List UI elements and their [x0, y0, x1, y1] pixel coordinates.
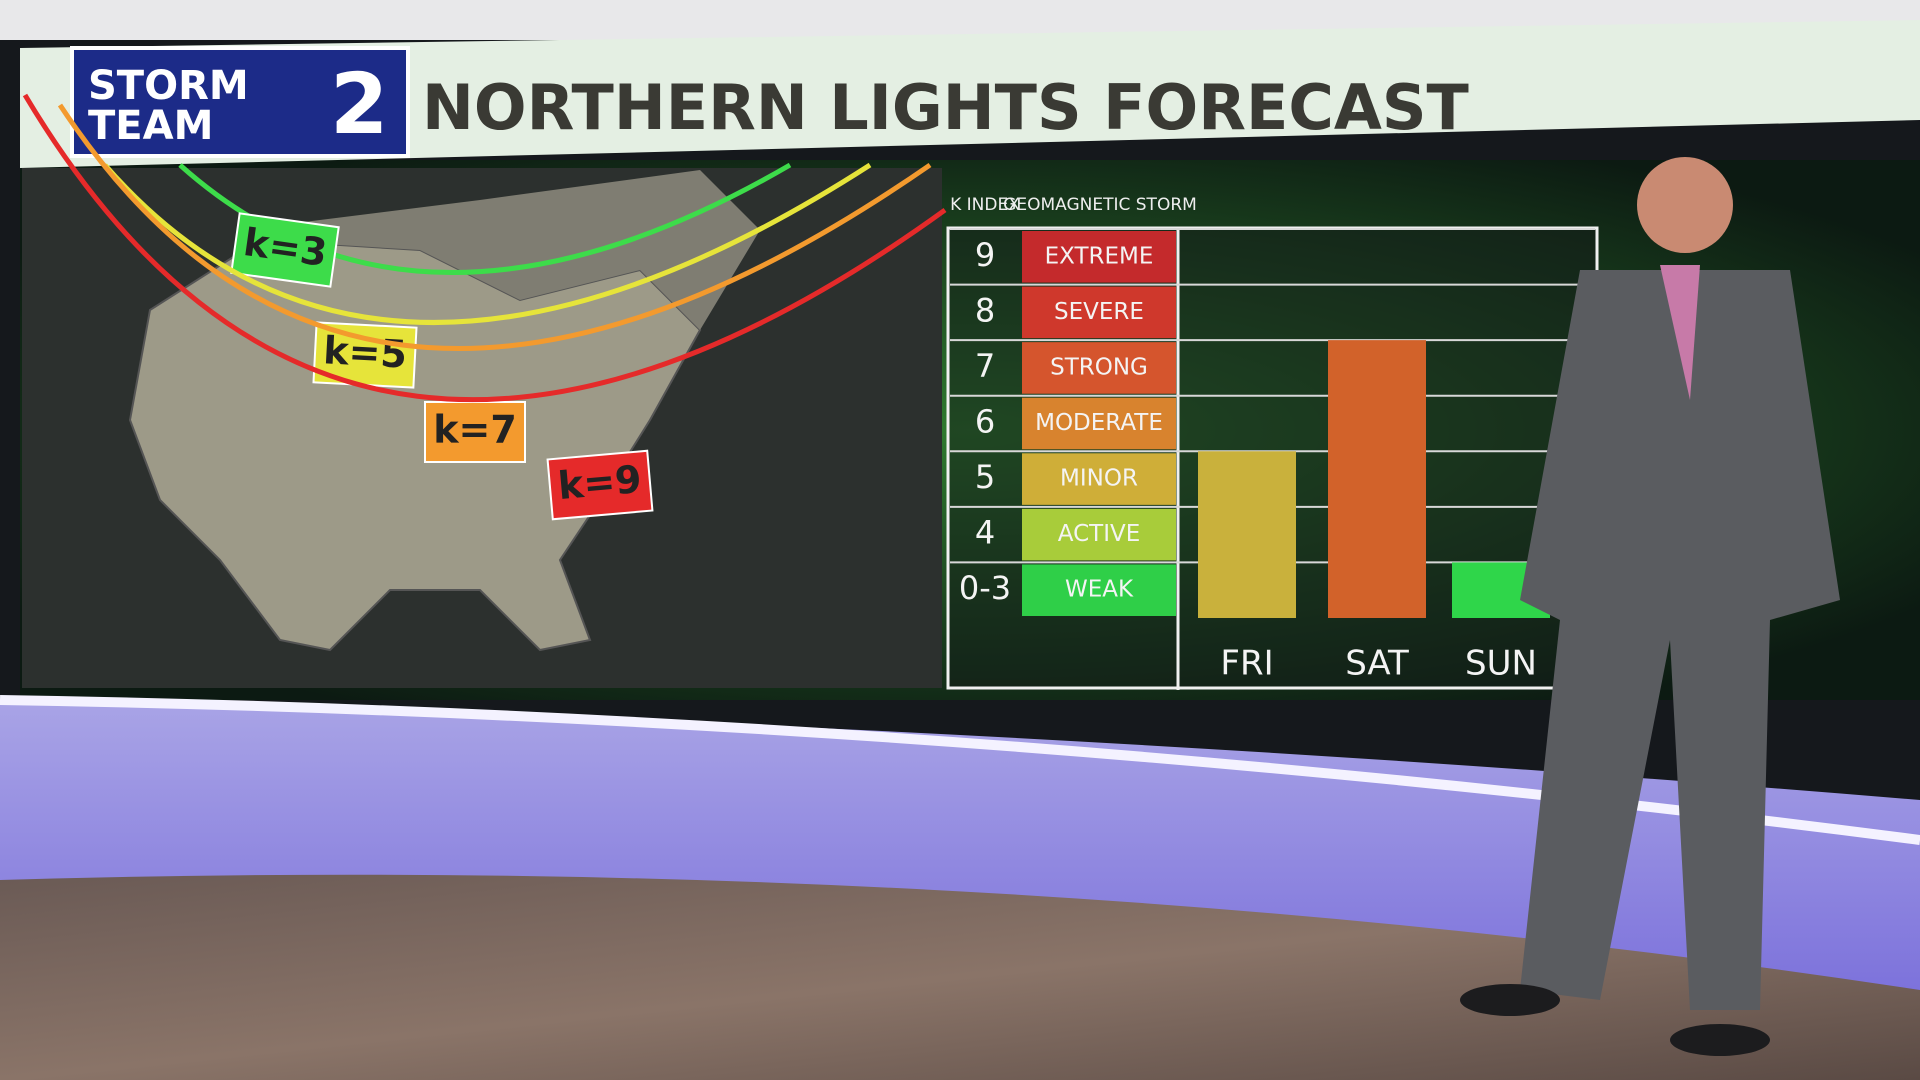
arc-label-box: [546, 449, 654, 521]
logo-text: TEAM: [88, 103, 213, 149]
x-tick-label: FRI: [1220, 644, 1273, 684]
aurora-arc: [103, 162, 872, 325]
storm-level-cell: [1022, 564, 1176, 616]
y-tick-label: 4: [975, 514, 995, 552]
storm-level: ACTIVE: [1058, 521, 1141, 547]
arc-label: k=3: [230, 212, 340, 288]
y-tick-label: 0-3: [959, 569, 1011, 607]
arc-label: k=5: [312, 321, 418, 389]
logo-text: STORM: [88, 63, 249, 109]
storm-level-cell: [1022, 231, 1176, 283]
y-tick-label: 8: [975, 291, 995, 329]
y-tick-label: 7: [975, 347, 995, 385]
storm-level-cell: [1022, 286, 1176, 339]
storm-level: STRONG: [1050, 354, 1148, 380]
column-header: K INDEX: [950, 195, 1020, 215]
storm-level-cell: [1022, 453, 1176, 505]
y-tick-label: 9: [975, 236, 995, 274]
y-tick-label: 6: [975, 403, 995, 441]
arc-label-text: k=7: [433, 408, 517, 452]
aurora-arc: [57, 103, 932, 352]
floor: [0, 874, 1920, 1080]
aurora-arc: [22, 93, 947, 402]
logo-number: 2: [330, 55, 388, 153]
column-header: GEOMAGNETIC STORM: [1003, 195, 1197, 215]
storm-level-cell: [1022, 397, 1176, 450]
bar: [1198, 451, 1296, 618]
presenter: [1460, 157, 1840, 1056]
storm-level: MODERATE: [1035, 410, 1163, 436]
x-tick-label: SAT: [1345, 644, 1409, 684]
storm-level: SEVERE: [1054, 299, 1144, 325]
storm-level: WEAK: [1065, 577, 1134, 603]
storm-level-cell: [1022, 508, 1176, 561]
arc-label: k=7: [424, 401, 526, 463]
storm-level-cell: [1022, 342, 1176, 394]
y-tick-label: 5: [975, 458, 995, 496]
arc-label-box: [230, 212, 340, 288]
storm-level: MINOR: [1060, 466, 1138, 492]
logo-box: [70, 46, 410, 158]
x-tick-label: SUN: [1465, 644, 1537, 684]
arc-label-box: [424, 401, 526, 463]
header-strip: [20, 20, 1920, 168]
arc-label: k=9: [546, 449, 654, 521]
header-title: NORTHERN LIGHTS FORECAST: [422, 71, 1469, 144]
bar: [1328, 340, 1426, 618]
land: [240, 170, 760, 330]
arc-label-text: k=9: [556, 457, 643, 508]
map-arcs: k=3 k=5 k=7 k=9: [22, 93, 947, 521]
arc-label-text: k=5: [322, 328, 408, 376]
storm-level: EXTREME: [1045, 243, 1154, 269]
